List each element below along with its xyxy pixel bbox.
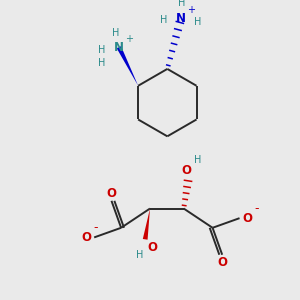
Text: H: H — [178, 0, 185, 8]
Text: O: O — [242, 212, 252, 225]
Polygon shape — [117, 46, 138, 86]
Text: N: N — [114, 41, 124, 54]
Text: O: O — [82, 231, 92, 244]
Text: H: H — [194, 17, 202, 27]
Text: -: - — [94, 221, 98, 234]
Text: H: H — [194, 155, 202, 165]
Text: O: O — [106, 187, 116, 200]
Text: H: H — [98, 58, 105, 68]
Polygon shape — [143, 208, 150, 240]
Text: H: H — [98, 45, 105, 55]
Text: O: O — [217, 256, 227, 269]
Text: N: N — [176, 12, 186, 26]
Text: O: O — [147, 241, 157, 254]
Text: +: + — [125, 34, 134, 44]
Text: O: O — [182, 164, 192, 176]
Text: +: + — [188, 5, 195, 15]
Text: -: - — [255, 202, 259, 215]
Text: H: H — [112, 28, 120, 38]
Text: H: H — [136, 250, 143, 260]
Text: H: H — [160, 15, 167, 25]
